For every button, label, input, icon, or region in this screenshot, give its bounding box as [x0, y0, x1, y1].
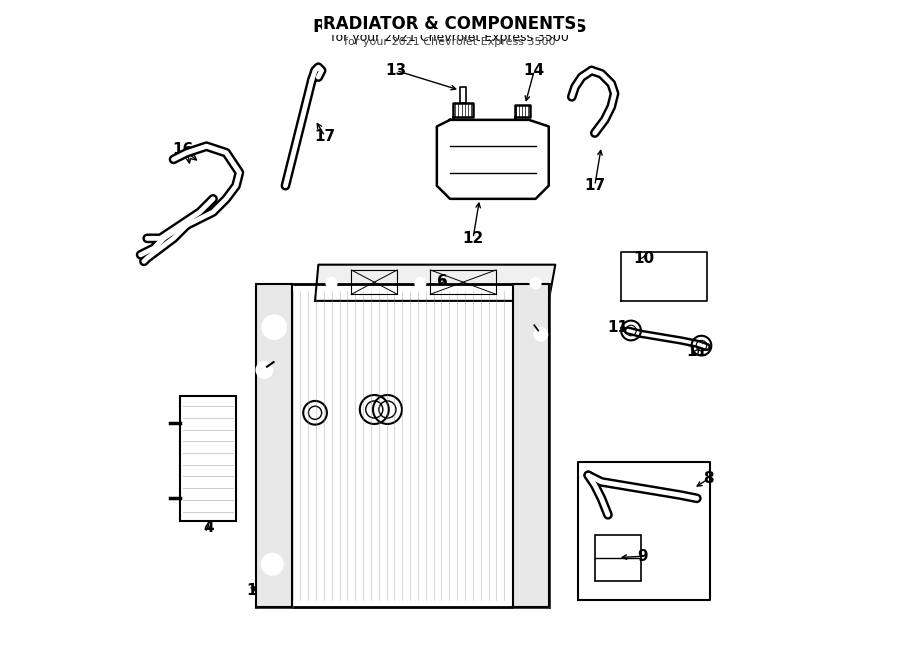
Text: 7: 7 [536, 331, 546, 346]
Polygon shape [454, 103, 473, 116]
Text: 18: 18 [324, 343, 346, 358]
Text: 19: 19 [370, 435, 392, 450]
Text: 12: 12 [463, 231, 483, 246]
Text: 1: 1 [246, 583, 256, 598]
Text: 6: 6 [436, 274, 447, 289]
Circle shape [327, 278, 337, 288]
Circle shape [415, 278, 426, 288]
Circle shape [263, 315, 286, 339]
Polygon shape [315, 264, 555, 301]
Text: 9: 9 [637, 549, 648, 564]
Circle shape [530, 278, 541, 288]
Circle shape [256, 362, 273, 378]
Text: 13: 13 [385, 63, 407, 78]
Text: 15: 15 [292, 425, 312, 440]
Text: for your 2021 Chevrolet Express 3500: for your 2021 Chevrolet Express 3500 [331, 31, 569, 44]
Bar [256, 284, 549, 607]
Text: RADIATOR & COMPONENTS: RADIATOR & COMPONENTS [313, 18, 587, 36]
Text: 2: 2 [363, 310, 374, 325]
Text: 3: 3 [363, 581, 373, 596]
Text: RADIATOR & COMPONENTS: RADIATOR & COMPONENTS [323, 15, 577, 34]
Circle shape [262, 554, 283, 574]
Text: 16: 16 [173, 142, 194, 157]
Bar [180, 397, 236, 522]
Polygon shape [515, 104, 530, 116]
Text: 14: 14 [524, 63, 544, 78]
Text: 4: 4 [203, 520, 213, 535]
Polygon shape [512, 284, 549, 607]
Text: 17: 17 [314, 129, 336, 144]
Text: 8: 8 [704, 471, 714, 486]
Text: 11: 11 [608, 320, 628, 334]
Circle shape [535, 328, 547, 341]
Text: 20: 20 [330, 435, 352, 450]
Text: 17: 17 [584, 178, 606, 193]
Text: 10: 10 [634, 251, 654, 266]
Text: 11: 11 [687, 344, 707, 359]
Text: for your 2021 Chevrolet Express 3500: for your 2021 Chevrolet Express 3500 [344, 37, 556, 47]
Polygon shape [256, 284, 292, 607]
Bar [302, 400, 328, 426]
Bar [595, 535, 641, 580]
Text: 5: 5 [264, 359, 274, 374]
Polygon shape [436, 120, 549, 199]
